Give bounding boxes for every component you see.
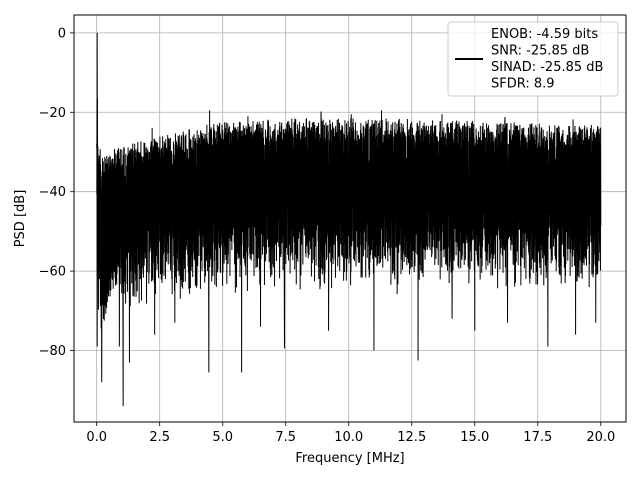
x-axis-label: Frequency [MHz] bbox=[295, 451, 404, 466]
y-tick-label: −40 bbox=[39, 185, 66, 200]
legend-snr: SNR: -25.85 dB bbox=[491, 44, 589, 59]
legend-sfdr: SFDR: 8.9 bbox=[491, 77, 555, 92]
x-tick-label: 15.0 bbox=[460, 430, 489, 445]
x-tick-label: 17.5 bbox=[523, 430, 552, 445]
x-tick-label: 0.0 bbox=[86, 430, 107, 445]
y-axis-label: PSD [dB] bbox=[13, 190, 28, 248]
legend-enob: ENOB: -4.59 bits bbox=[491, 27, 598, 42]
y-tick-label: −20 bbox=[39, 106, 66, 121]
y-tick-label: −80 bbox=[39, 344, 66, 359]
legend-sinad: SINAD: -25.85 dB bbox=[491, 60, 603, 75]
legend-box bbox=[447, 21, 619, 97]
legend: ENOB: -4.59 bits SNR: -25.85 dB SINAD: -… bbox=[447, 21, 619, 97]
axes-frame bbox=[73, 14, 627, 423]
y-axis-ticks: 0 −20 −40 −60 −80 bbox=[39, 26, 74, 359]
x-tick-label: 7.5 bbox=[275, 430, 296, 445]
x-tick-label: 2.5 bbox=[149, 430, 170, 445]
x-tick-label: 20.0 bbox=[586, 430, 615, 445]
x-tick-label: 5.0 bbox=[212, 430, 233, 445]
x-tick-label: 10.0 bbox=[334, 430, 363, 445]
x-tick-label: 12.5 bbox=[397, 430, 426, 445]
psd-series-line bbox=[96, 32, 602, 407]
y-tick-label: −60 bbox=[39, 265, 66, 280]
plot-area bbox=[96, 32, 602, 407]
y-tick-label: 0 bbox=[58, 26, 66, 41]
x-axis-ticks: 0.0 2.5 5.0 7.5 10.0 12.5 15.0 17.5 20.0 bbox=[86, 422, 615, 445]
